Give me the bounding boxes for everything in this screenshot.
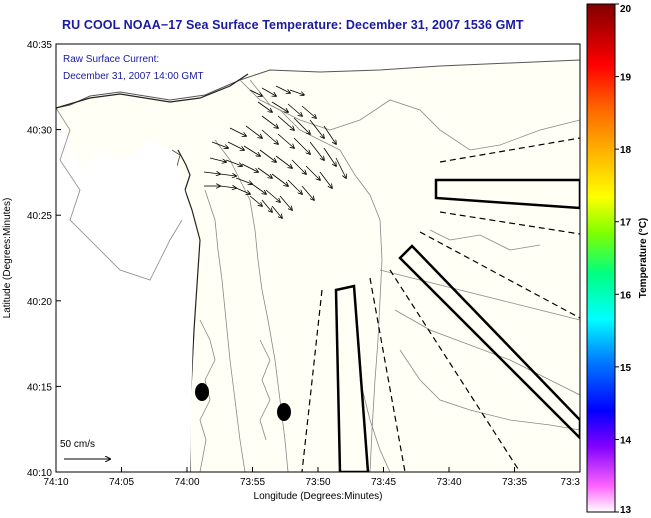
beam-south <box>334 284 370 472</box>
radar-site-marker <box>277 403 291 421</box>
x-tick-label: 73:35 <box>502 477 527 488</box>
page-title: RU COOL NOAA−17 Sea Surface Temperature:… <box>62 18 524 32</box>
y-tick-label: 40:10 <box>27 468 52 479</box>
colorbar-tick-label: 16 <box>620 290 632 301</box>
scale-label: 50 cm/s <box>60 439 95 450</box>
current-label: Raw Surface Current: <box>63 54 159 65</box>
x-tick-label: 73:50 <box>305 477 330 488</box>
colorbar <box>586 3 616 513</box>
y-tick-label: 40:35 <box>27 40 52 51</box>
current-time: December 31, 2007 14:00 GMT <box>63 71 204 82</box>
x-tick-label: 74:00 <box>174 477 199 488</box>
colorbar-tick-label: 17 <box>620 218 632 229</box>
colorbar-tick-label: 14 <box>620 435 632 446</box>
colorbar-tick-label: 18 <box>620 145 632 156</box>
land-west <box>56 108 198 472</box>
colorbar-ticks: 20 19 18 17 16 15 14 13 <box>615 3 632 516</box>
beam-dashed-lines <box>301 137 580 472</box>
bathymetry-contours <box>199 79 580 472</box>
colorbar-tick-label: 15 <box>620 363 632 374</box>
colorbar-tick-label: 13 <box>620 505 632 516</box>
colorbar-tick-label: 20 <box>620 4 632 15</box>
y-tick-label: 40:30 <box>27 126 52 137</box>
y-tick-label: 40:25 <box>27 211 52 222</box>
beam-east <box>434 178 580 210</box>
radar-beams <box>301 137 580 472</box>
land-contour <box>56 107 183 281</box>
radar-site-marker <box>195 383 209 401</box>
x-tick-label: 74:05 <box>109 477 134 488</box>
y-axis-label: Latitude (Degrees:Minutes) <box>2 198 13 319</box>
y-axis: 40:35 40:30 40:25 40:20 40:15 40:10 <box>27 40 61 479</box>
x-tick-label: 74:10 <box>43 477 68 488</box>
x-axis-label: Longitude (Degrees:Minutes) <box>254 491 383 502</box>
y-tick-label: 40:20 <box>27 297 52 308</box>
y-tick-label: 40:15 <box>27 382 52 393</box>
x-tick-label: 73:55 <box>240 477 265 488</box>
colorbar-label: Temperature (°C) <box>638 218 649 299</box>
beam-southeast <box>398 244 580 440</box>
x-tick-label: 73:45 <box>371 477 396 488</box>
current-vectors <box>203 85 346 218</box>
x-tick-label: 73:40 <box>436 477 461 488</box>
x-axis: 74:10 74:05 74:00 73:55 73:50 73:45 73:40 73:35… <box>43 467 581 488</box>
colorbar-tick-label: 19 <box>620 73 632 84</box>
x-tick-label: 73:3 <box>561 477 581 488</box>
